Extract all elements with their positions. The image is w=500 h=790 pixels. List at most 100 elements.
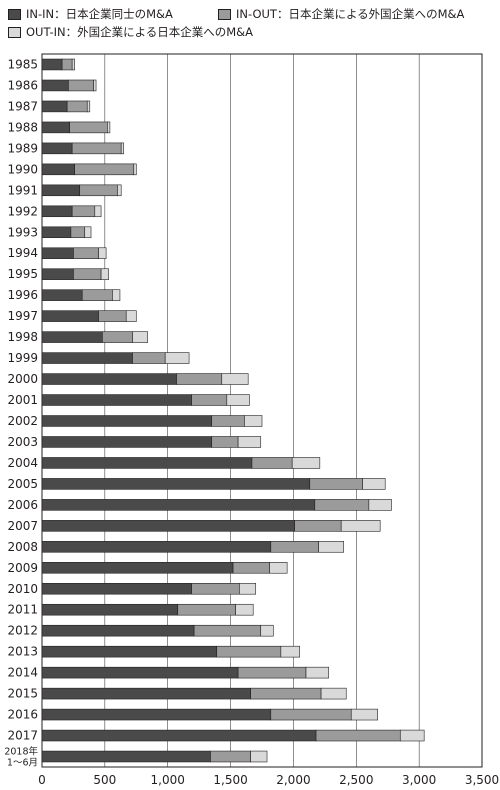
bar-1996-series-3 — [112, 289, 121, 301]
legend-item-in-in: IN-IN：日本企業同士のM&A — [8, 6, 173, 23]
category-label: 2011 — [7, 603, 38, 617]
bar-2013-series-3 — [280, 645, 301, 658]
legend-item-in-out: IN-OUT：日本企業による外国企業へのM&A — [218, 6, 464, 23]
category-label: 2016 — [7, 708, 38, 722]
bar-1992-series-3 — [94, 205, 102, 218]
category-label: 2005 — [7, 477, 38, 491]
bar-2007-series-1 — [41, 520, 295, 532]
category-label: 2001 — [7, 393, 38, 407]
category-label: 2002 — [7, 414, 38, 428]
bar-1988-series-2 — [69, 121, 108, 134]
bar-2000-series-1 — [41, 373, 177, 385]
bar-2012-series-1 — [41, 624, 195, 637]
bar-1987-series-1 — [41, 100, 68, 113]
legend-label-in-in: IN-IN：日本企業同士のM&A — [26, 7, 173, 21]
bar-2009-series-2 — [232, 562, 270, 574]
bar-2005-series-2 — [309, 478, 363, 490]
bar-2007-series-2 — [294, 520, 342, 532]
category-label: 1996 — [7, 288, 38, 302]
category-label: 1986 — [7, 78, 38, 92]
category-label: 2014 — [7, 666, 38, 680]
bar-2016-series-2 — [270, 708, 352, 721]
x-tick-label: 500 — [93, 773, 116, 787]
bar-1989-series-3 — [120, 142, 125, 155]
bar-2017-series-2 — [315, 729, 401, 742]
category-label: 2007 — [7, 519, 38, 533]
x-tick-label: 3,000 — [402, 773, 436, 787]
bar-1991-series-1 — [41, 184, 81, 197]
bar-2001-series-3 — [226, 394, 250, 406]
category-label: 1998 — [7, 330, 38, 344]
category-label: 1994 — [7, 246, 38, 260]
bar-2012-series-3 — [260, 624, 274, 637]
bar-1998-series-2 — [102, 331, 133, 343]
bar-2002-series-3 — [244, 415, 263, 427]
bar-2016-series-1 — [41, 708, 272, 721]
bar-1988-series-3 — [107, 121, 111, 134]
bar-1988-series-1 — [41, 121, 70, 134]
bar-1995-series-3 — [100, 268, 109, 280]
bar-2001-series-2 — [191, 394, 228, 406]
category-label: 2000 — [7, 372, 38, 386]
bar-2017-series-3 — [399, 729, 425, 742]
category-label: 1987 — [7, 99, 38, 113]
bar-2005-series-3 — [362, 478, 386, 490]
bar-2003-series-2 — [211, 436, 239, 448]
bar-1995-series-1 — [41, 268, 74, 280]
category-label: 1～6月 — [7, 758, 38, 769]
bar-1994-series-1 — [41, 247, 74, 259]
legend-label-in-out: IN-OUT：日本企業による外国企業へのM&A — [236, 7, 465, 21]
bar-2014-series-1 — [41, 666, 239, 679]
bar-2005-series-1 — [41, 478, 311, 490]
category-label: 2003 — [7, 435, 38, 449]
bar-1996-series-1 — [41, 289, 83, 301]
bar-2010-series-1 — [41, 582, 192, 595]
category-label: 1999 — [7, 351, 38, 365]
bar-2018年-series-1 — [41, 750, 211, 763]
bar-1991-series-2 — [79, 184, 118, 197]
bar-1987-series-2 — [66, 100, 88, 113]
bar-2017-series-1 — [41, 729, 317, 742]
category-label: 2015 — [7, 687, 38, 701]
category-label: 2004 — [7, 456, 38, 470]
bar-1986-series-1 — [41, 79, 69, 92]
x-tick-label: 3,500 — [465, 773, 499, 787]
bar-2010-series-2 — [191, 582, 240, 595]
legend-swatch-out-in — [8, 27, 21, 38]
category-label: 1991 — [7, 183, 38, 197]
bar-1989-series-2 — [71, 142, 122, 155]
bar-1989-series-1 — [41, 142, 73, 155]
bar-2010-series-3 — [239, 582, 257, 595]
bar-2009-series-3 — [269, 562, 288, 574]
bar-1999-series-2 — [132, 352, 166, 364]
bar-1994-series-3 — [98, 247, 107, 259]
bar-2011-series-1 — [41, 603, 179, 616]
bar-1992-series-1 — [41, 205, 73, 218]
category-label: 2006 — [7, 498, 38, 512]
bar-1986-series-3 — [93, 79, 97, 92]
bar-2003-series-1 — [41, 436, 213, 448]
bar-2000-series-2 — [176, 373, 223, 385]
bar-1990-series-3 — [133, 163, 137, 176]
bar-2015-series-1 — [41, 687, 251, 700]
category-label: 1990 — [7, 162, 38, 176]
bar-1990-series-2 — [74, 163, 135, 176]
bar-2015-series-2 — [250, 687, 322, 700]
legend-swatch-in-out — [218, 9, 231, 20]
bar-1996-series-2 — [81, 289, 113, 301]
bar-2003-series-3 — [237, 436, 262, 448]
bar-2011-series-3 — [235, 603, 254, 616]
legend-label-out-in: OUT-IN：外国企業による日本企業へのM&A — [26, 25, 253, 39]
bar-2002-series-2 — [211, 415, 245, 427]
x-tick-label: 1,000 — [151, 773, 185, 787]
bar-2004-series-1 — [41, 457, 253, 469]
bar-1986-series-2 — [68, 79, 94, 92]
bar-1985-series-1 — [41, 58, 63, 71]
x-tick-label: 2,000 — [276, 773, 310, 787]
x-tick-label: 1,500 — [213, 773, 247, 787]
bar-2015-series-3 — [320, 687, 347, 700]
bar-2001-series-1 — [41, 394, 192, 406]
bar-1993-series-3 — [84, 226, 92, 239]
